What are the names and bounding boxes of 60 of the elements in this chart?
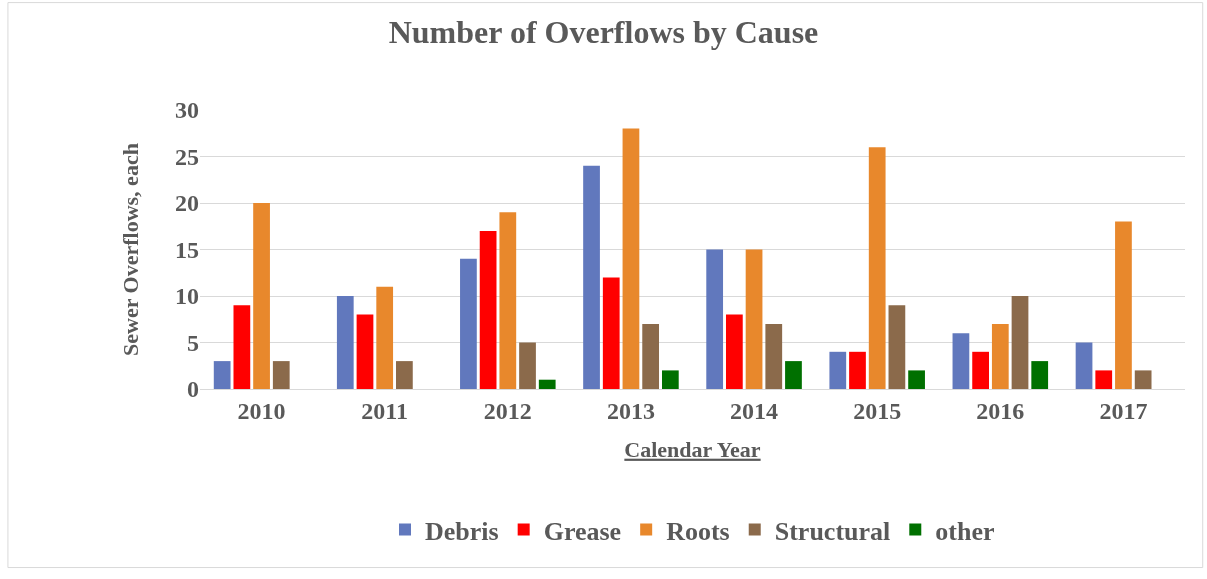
bar: [661, 370, 679, 389]
bar: [952, 333, 970, 389]
bar: [725, 314, 743, 389]
bar: [583, 165, 600, 389]
bar: [460, 258, 477, 389]
y-tick-label: 30: [175, 97, 199, 124]
bar: [765, 323, 783, 389]
y-tick-label: 25: [175, 143, 199, 170]
bar: [1134, 370, 1152, 389]
x-tick-label: 2012: [483, 397, 532, 424]
y-axis-title: Sewer Overflows, each: [117, 143, 143, 356]
legend-label: Roots: [666, 516, 730, 546]
x-tick-label: 2011: [361, 397, 409, 424]
bar: [602, 277, 620, 389]
bar: [1011, 296, 1029, 389]
bar: [706, 249, 724, 389]
bar: [908, 370, 925, 389]
bar: [213, 361, 231, 389]
x-tick-label: 2010: [237, 397, 286, 424]
bar: [376, 286, 394, 389]
legend-label: Structural: [774, 516, 891, 546]
bar: [1115, 221, 1132, 389]
y-tick-label: 5: [187, 329, 199, 356]
y-tick-label: 0: [187, 376, 199, 403]
x-tick-label: 2015: [853, 397, 902, 424]
bar: [785, 361, 802, 389]
bar: [336, 296, 354, 389]
bar: [233, 305, 251, 389]
chart-title: Number of Overflows by Cause: [388, 13, 819, 50]
bar: [745, 249, 763, 389]
bar: [1075, 342, 1093, 389]
x-tick-label: 2016: [976, 397, 1025, 424]
legend-label: other: [935, 516, 995, 546]
legend-label: Debris: [425, 516, 499, 546]
bar: [829, 351, 847, 389]
bar: [499, 212, 517, 389]
bar: [868, 147, 886, 389]
y-tick-label: 20: [175, 190, 199, 217]
bar: [519, 342, 536, 389]
x-tick-label: 2013: [606, 397, 655, 424]
bar: [396, 361, 413, 389]
x-tick-label: 2014: [730, 397, 779, 424]
bar: [888, 305, 906, 389]
x-axis-title: Calendar Year: [624, 436, 761, 462]
bar: [622, 128, 640, 389]
bar: [972, 351, 989, 389]
bar: [272, 361, 290, 389]
bar: [1031, 361, 1049, 389]
bar: [479, 230, 497, 389]
bar: [356, 314, 374, 389]
bar: [849, 351, 866, 389]
bar: [991, 323, 1009, 389]
bar: [1095, 370, 1113, 389]
x-tick-label: 2017: [1099, 397, 1148, 424]
bar: [642, 323, 660, 389]
y-tick-label: 10: [175, 283, 199, 310]
y-tick-label: 15: [175, 236, 199, 263]
bar: [253, 203, 270, 389]
bar: [538, 379, 556, 389]
legend-label: Grease: [543, 516, 622, 546]
